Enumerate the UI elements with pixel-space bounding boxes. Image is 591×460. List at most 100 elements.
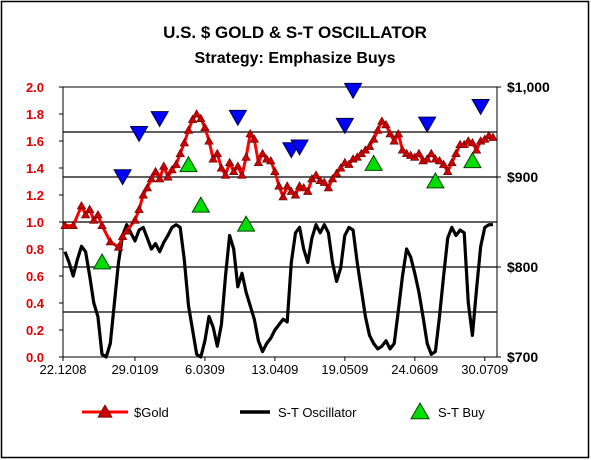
- oscillator-line: [63, 223, 493, 359]
- left-tick-label: 0.2: [26, 323, 44, 338]
- gold-point: [319, 177, 329, 186]
- legend-item: S-T Oscillator: [240, 405, 357, 420]
- gold-point: [171, 159, 181, 168]
- gold-point: [212, 148, 222, 158]
- sell-signal: [343, 82, 363, 100]
- gold-point: [60, 220, 70, 230]
- legend-label: S-T Buy: [438, 405, 485, 420]
- gold-point: [196, 113, 206, 122]
- right-tick-label: $800: [507, 259, 538, 275]
- x-tick-label: 13.0409: [251, 362, 298, 377]
- gold-point: [488, 132, 498, 141]
- gold-point: [364, 141, 375, 150]
- gold-point: [233, 161, 243, 170]
- right-tick-label: $900: [507, 169, 538, 185]
- gold-point: [257, 148, 268, 158]
- gold-point: [385, 128, 395, 138]
- gold-point: [220, 170, 231, 179]
- gold-point: [105, 236, 115, 246]
- gold-point: [389, 136, 399, 145]
- left-tick-label: 0.4: [26, 296, 45, 311]
- gold-point: [130, 215, 140, 224]
- sell-signal: [335, 117, 355, 135]
- left-axis: 0.0 0.2 0.4 0.6 0.8 1.0 1.2 1.4 1.6 1.8 2.0: [26, 80, 63, 365]
- gold-point: [414, 148, 424, 158]
- legend: $Gold S-T Oscillator S-T Buy: [82, 401, 485, 420]
- gold-point: [368, 134, 379, 143]
- legend-item: S-T Buy: [410, 401, 485, 420]
- gold-point: [298, 182, 309, 192]
- buy-signal: [191, 196, 211, 213]
- gold-point: [331, 168, 342, 177]
- gold-point: [163, 172, 173, 181]
- gold-point: [224, 157, 235, 167]
- sell-signal: [113, 169, 132, 186]
- gold-point: [89, 215, 99, 224]
- gold-point: [93, 209, 103, 219]
- left-tick-label: 1.0: [26, 215, 44, 230]
- gold-point: [471, 145, 482, 154]
- left-tick-label: 1.8: [26, 107, 44, 122]
- left-tick-label: 0.6: [26, 269, 44, 284]
- gold-point: [373, 125, 383, 134]
- gold-point: [245, 128, 255, 138]
- gold-point: [208, 154, 218, 163]
- gold-point: [138, 190, 148, 199]
- x-tick-label: 24.0609: [391, 362, 438, 377]
- gold-point: [266, 155, 276, 165]
- gold-point: [286, 186, 297, 195]
- buy-signal: [426, 171, 445, 189]
- gold-point: [154, 173, 165, 183]
- buy-signal: [92, 252, 112, 270]
- gold-point: [422, 154, 432, 163]
- gold-point: [397, 145, 408, 154]
- gold-point: [290, 190, 301, 199]
- gold-point: [253, 157, 264, 167]
- gold-point: [344, 159, 354, 168]
- legend-label: S-T Oscillator: [278, 405, 357, 420]
- gold-point: [451, 148, 461, 158]
- gold-point: [146, 173, 157, 183]
- gold-point: [303, 186, 313, 195]
- gold-point: [183, 125, 194, 134]
- gold-point: [175, 148, 185, 158]
- signal-layer: [92, 82, 491, 270]
- buy-signal: [364, 154, 384, 171]
- gold-point: [200, 122, 210, 131]
- gold-point: [204, 136, 214, 145]
- chart-title: U.S. $ GOLD & S-T OSCILLATOR: [163, 23, 427, 42]
- legend-label: $Gold: [134, 405, 169, 420]
- gold-point: [216, 163, 227, 172]
- gold-point: [393, 128, 404, 138]
- gold-point: [323, 182, 334, 192]
- x-tick-label: 30.0709: [461, 362, 508, 377]
- gold-point: [311, 170, 321, 179]
- left-tick-label: 1.2: [26, 188, 44, 203]
- gold-point: [229, 166, 239, 176]
- gold-point: [274, 181, 284, 190]
- gold-point: [68, 220, 78, 230]
- buy-signal: [179, 155, 198, 173]
- x-axis: 22.1208 29.0109 6.0309 13.0409 19.0509 24.060…: [40, 357, 508, 377]
- gold-point: [117, 231, 128, 240]
- gold-point: [187, 114, 198, 123]
- gold-point: [426, 148, 436, 158]
- gold-point: [237, 170, 247, 179]
- legend-swatch-marker: [410, 401, 430, 420]
- right-axis: $700 $800 $900 $1,000: [497, 79, 550, 365]
- gold-point: [76, 200, 87, 210]
- gold-point: [438, 159, 449, 168]
- left-tick-label: 1.4: [26, 161, 45, 176]
- gold-point: [270, 166, 280, 176]
- x-tick-label: 6.0309: [185, 362, 225, 377]
- legend-item: $Gold: [82, 404, 169, 420]
- gold-point: [336, 163, 346, 172]
- sell-signal: [150, 111, 170, 128]
- gold-point: [282, 181, 292, 190]
- gold-point: [97, 220, 107, 230]
- x-tick-label: 19.0509: [321, 362, 368, 377]
- gold-point: [113, 242, 124, 251]
- x-tick-label: 22.1208: [40, 362, 87, 377]
- sell-signal: [417, 116, 437, 133]
- x-tick-label: 29.0109: [111, 362, 158, 377]
